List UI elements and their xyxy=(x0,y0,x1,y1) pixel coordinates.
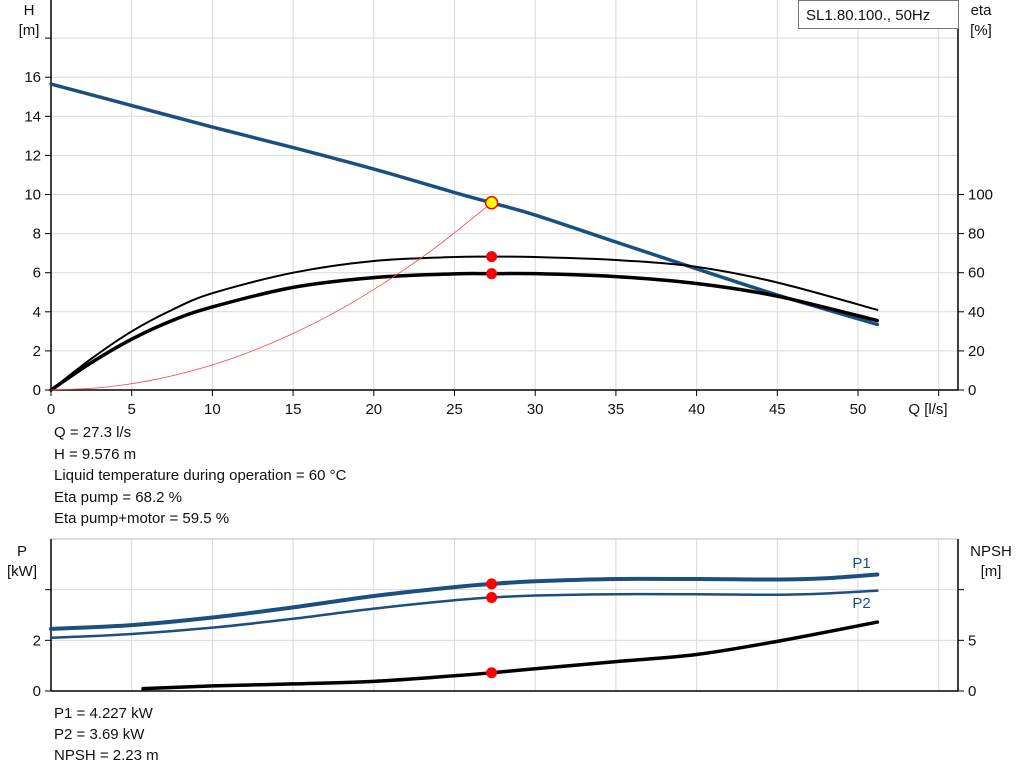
system-curve xyxy=(50,202,493,391)
x-tick-label: 20 xyxy=(365,401,382,418)
y-axis-label-left: H xyxy=(24,2,35,19)
y-tick-label-left: 16 xyxy=(24,69,41,86)
y-tick-label-left: 4 xyxy=(33,304,41,321)
series-label-p1: P1 xyxy=(852,555,870,572)
eta-pump-motor-curve xyxy=(49,271,880,392)
y-tick-label-right: 20 xyxy=(968,343,985,360)
y-tick-label-left: 12 xyxy=(24,147,41,164)
x-tick-label: 15 xyxy=(285,401,302,418)
series-p2 xyxy=(49,589,879,640)
info-q: Q = 27.3 l/s xyxy=(54,424,132,441)
x-tick-label: 50 xyxy=(850,401,867,418)
y-axis-label-left: P xyxy=(17,543,27,560)
y-axis-label-left: [m] xyxy=(19,22,40,39)
head-eta-chart: 0 2 4 6 8 10 12 14 16 0 20 40 60 80 100 H [m] eta [%] 0 5 10 1… xyxy=(19,0,993,418)
y-axis-label-right: eta xyxy=(971,2,993,19)
y-axis-label-right: NPSH xyxy=(970,543,1012,560)
y-tick-label-right: 0 xyxy=(968,382,976,399)
head-curve xyxy=(49,82,880,327)
series-p1 xyxy=(49,572,880,631)
eta-pump-curve xyxy=(50,255,879,391)
x-tick-label: 0 xyxy=(47,401,55,418)
legend-text: SL1.80.100., 50Hz xyxy=(806,7,930,24)
info-eta-pump-motor: Eta pump+motor = 59.5 % xyxy=(54,510,230,527)
y-tick-label-right: 40 xyxy=(968,304,985,321)
y-tick-label-left: 14 xyxy=(24,108,41,125)
x-tick-label: 40 xyxy=(688,401,705,418)
y-tick-label-right: 60 xyxy=(968,265,985,282)
y-tick-label-right: 80 xyxy=(968,226,985,243)
y-tick-label-left: 2 xyxy=(33,343,41,360)
y-axis-label-right: [m] xyxy=(981,563,1002,580)
legend-box xyxy=(798,0,959,29)
x-tick-label: 10 xyxy=(204,401,221,418)
operating-point-marker xyxy=(486,268,498,280)
info-p1: P1 = 4.227 kW xyxy=(54,705,153,722)
y-tick-label-right: 100 xyxy=(968,187,993,204)
power-info: P1 = 4.227 kW P2 = 3.69 kW NPSH = 2.23 m xyxy=(54,703,159,766)
operating-point-marker xyxy=(486,592,498,604)
x-tick-label: 5 xyxy=(128,401,136,418)
y-tick-label-left: 6 xyxy=(33,265,41,282)
y-tick-label-right: 0 xyxy=(968,683,976,700)
operating-point-marker xyxy=(486,251,498,263)
x-tick-label: 45 xyxy=(769,401,786,418)
x-tick-label: 30 xyxy=(527,401,544,418)
y-tick-label-left: 2 xyxy=(33,632,41,649)
npsh-curve xyxy=(141,620,880,691)
y-tick-label-left: 0 xyxy=(33,683,41,700)
y-tick-label-right: 5 xyxy=(968,632,976,649)
operating-point-info: Q = 27.3 l/s H = 9.576 m Liquid temperat… xyxy=(54,422,346,530)
info-temperature: Liquid temperature during operation = 60… xyxy=(54,467,347,484)
info-h: H = 9.576 m xyxy=(54,445,137,463)
info-eta-pump: Eta pump = 68.2 % xyxy=(54,488,182,506)
duty-point-marker xyxy=(484,196,499,210)
series-label-p2: P2 xyxy=(852,595,870,612)
y-axis-label-right: [%] xyxy=(970,22,992,39)
info-npsh: NPSH = 2.23 m xyxy=(54,747,159,764)
x-axis-label: Q [l/s] xyxy=(908,401,947,418)
operating-point-marker xyxy=(486,578,498,590)
operating-point-marker xyxy=(486,667,498,679)
x-tick-label: 25 xyxy=(446,401,463,418)
y-tick-label-left: 10 xyxy=(24,187,41,204)
x-tick-label: 35 xyxy=(608,401,625,418)
y-axis-label-left: [kW] xyxy=(7,563,37,580)
power-npsh-chart: 0 2 0 5 P [kW] NPSH [m] P1 P2 xyxy=(7,538,1012,700)
y-tick-label-left: 8 xyxy=(33,226,41,243)
info-p2: P2 = 3.69 kW xyxy=(54,726,145,743)
y-tick-label-left: 0 xyxy=(33,382,41,399)
